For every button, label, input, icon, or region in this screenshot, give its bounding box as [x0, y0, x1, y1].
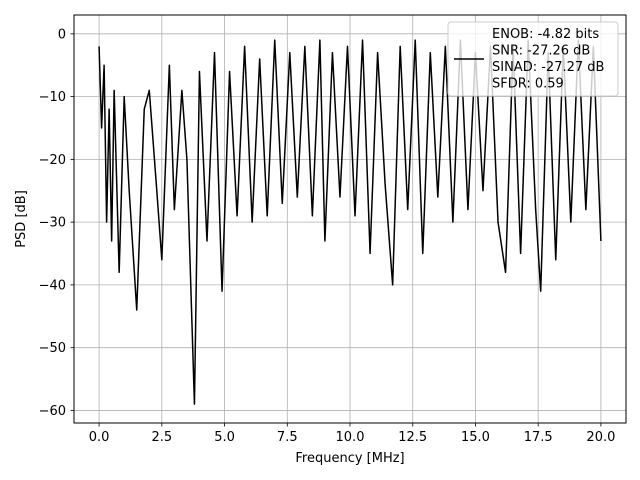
y-tick-label: −60: [39, 404, 66, 419]
x-tick-label: 15.0: [461, 430, 490, 445]
y-tick-label: −50: [39, 341, 66, 356]
legend-sinad: SINAD: -27.27 dB: [492, 60, 604, 75]
legend-sfdr: SFDR: 0.59: [492, 77, 564, 92]
x-tick-label: 2.5: [151, 430, 172, 445]
x-tick-label: 12.5: [398, 430, 427, 445]
series-layer: [98, 39, 602, 405]
y-tick-label: −20: [39, 153, 66, 168]
x-tick-label: 7.5: [277, 430, 298, 445]
y-tick-label: −10: [39, 90, 66, 105]
x-tick-label: 10.0: [336, 430, 365, 445]
x-tick-label: 0.0: [89, 430, 110, 445]
y-tick-label: −40: [39, 278, 66, 293]
ticks: 0.0 2.5 5.0 7.5 10.0 12.5 15.0 17.5 20.0 0 −10 −20 −…: [39, 27, 616, 445]
legend-enob: ENOB: -4.82 bits: [492, 27, 599, 42]
legend-box: [447, 21, 619, 97]
x-tick-label: 20.0: [586, 430, 615, 445]
y-tick-label: 0: [58, 27, 66, 42]
x-axis-label: Frequency [MHz]: [295, 451, 404, 466]
psd-series-line: [98, 39, 602, 405]
legend-snr: SNR: -27.26 dB: [492, 44, 590, 59]
x-tick-label: 5.0: [214, 430, 235, 445]
y-axis-label: PSD [dB]: [14, 190, 29, 248]
legend: ENOB: -4.82 bits SNR: -27.26 dB SINAD: -…: [447, 21, 619, 97]
x-tick-label: 17.5: [524, 430, 553, 445]
y-tick-label: −30: [39, 216, 66, 231]
